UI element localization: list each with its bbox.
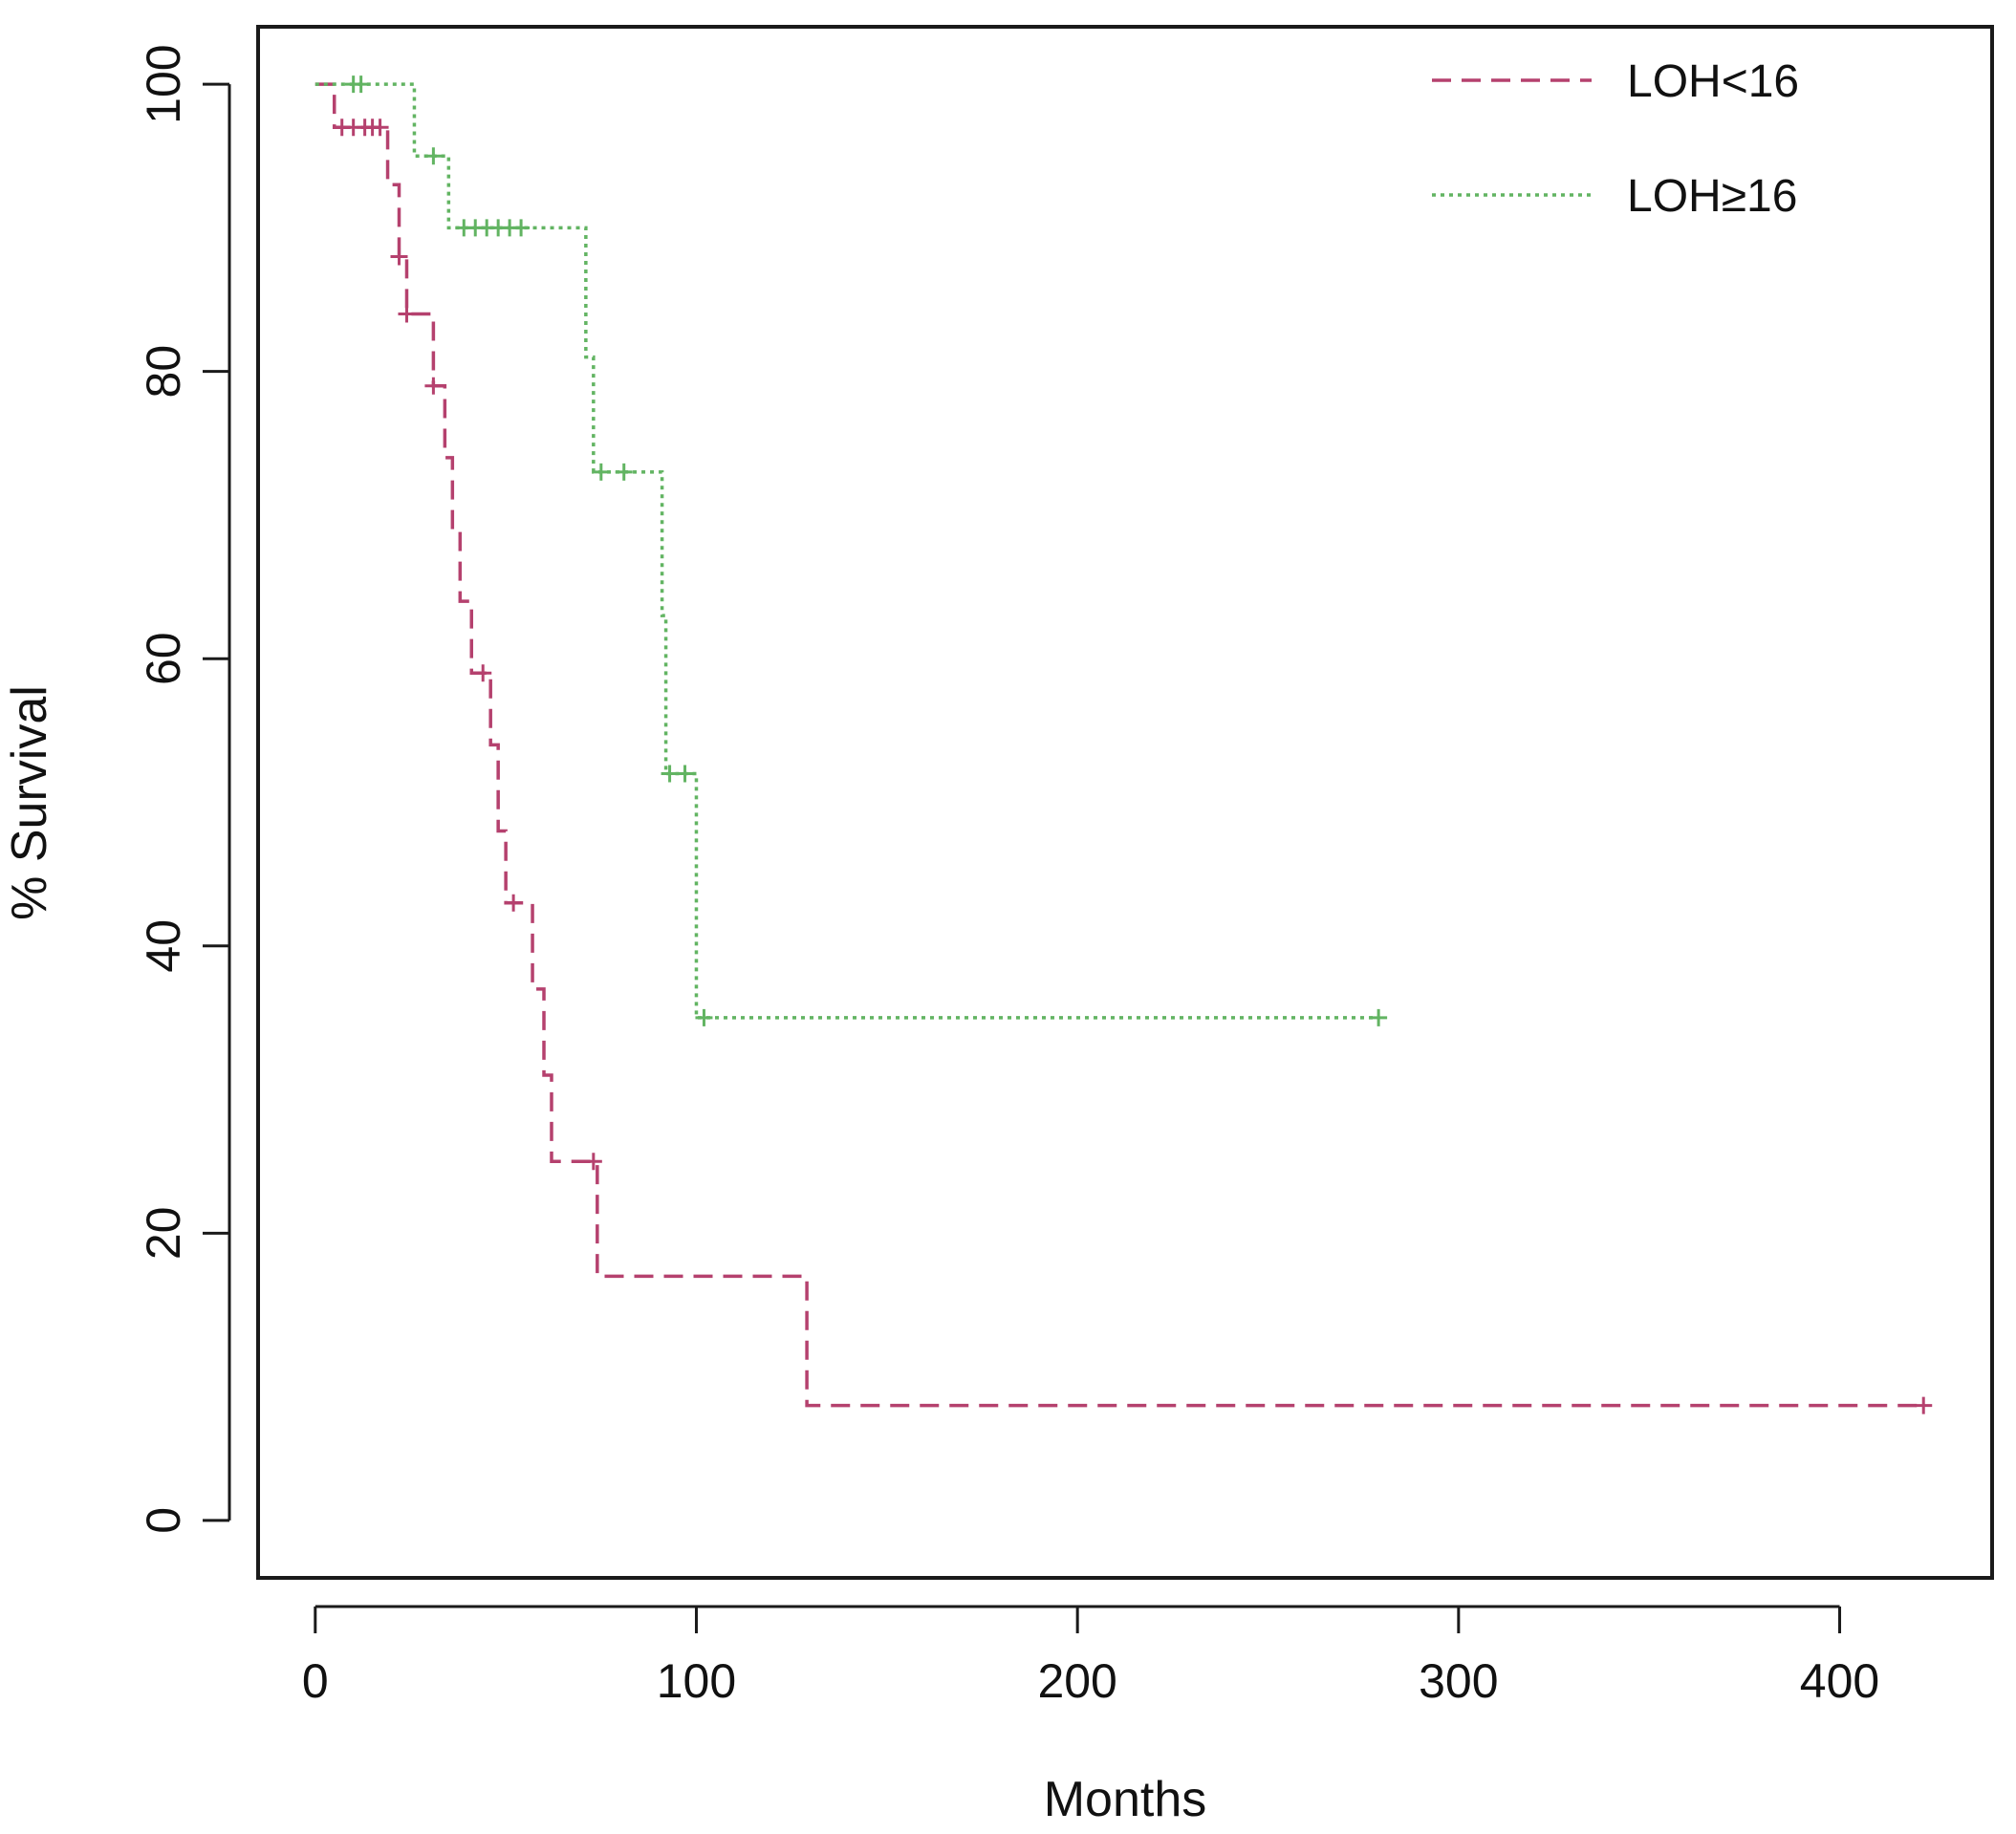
x-tick-label: 300	[1419, 1654, 1498, 1708]
censor-mark	[592, 463, 610, 481]
censor-mark	[661, 765, 679, 783]
series-line	[314, 82, 1924, 1408]
series	[314, 76, 1933, 1414]
x-tick-label: 200	[1037, 1654, 1116, 1708]
censor-mark	[695, 1008, 713, 1026]
censor-mark	[1915, 1396, 1933, 1414]
y-tick-label: 60	[137, 632, 190, 685]
censor-mark	[474, 664, 492, 682]
censor-mark	[615, 463, 633, 481]
censor-mark	[398, 305, 416, 323]
censor-mark	[352, 76, 370, 94]
axes: 0 100 200 300 400 0 20 40 60 80 100	[137, 44, 1879, 1708]
censor-mark	[676, 765, 694, 783]
y-tick-label: 40	[137, 919, 190, 973]
censor-mark	[424, 377, 443, 395]
x-tick-label: 100	[657, 1654, 736, 1708]
x-tick-label: 400	[1800, 1654, 1879, 1708]
series-1	[314, 76, 1388, 1026]
censor-mark	[584, 1153, 602, 1171]
y-axis-title: % Survival	[2, 685, 57, 920]
legend-label: LOH≥16	[1627, 171, 1797, 222]
plot-frame	[256, 25, 1994, 1580]
x-tick-label: 0	[302, 1654, 329, 1708]
censor-mark	[505, 894, 523, 912]
y-tick-label: 80	[137, 345, 190, 399]
legend-label: LOH<16	[1627, 56, 1799, 107]
censor-mark	[512, 219, 531, 237]
censor-mark	[371, 119, 389, 137]
legend: LOH<16 LOH≥16	[1432, 56, 1799, 222]
censor-mark	[1370, 1008, 1388, 1026]
censor-mark	[390, 248, 408, 266]
series-0	[314, 82, 1933, 1414]
censor-mark	[424, 147, 443, 165]
y-tick-label: 0	[137, 1507, 190, 1534]
y-tick-label: 20	[137, 1207, 190, 1261]
x-axis-title: Months	[1044, 1772, 1207, 1827]
y-tick-label: 100	[137, 44, 190, 123]
